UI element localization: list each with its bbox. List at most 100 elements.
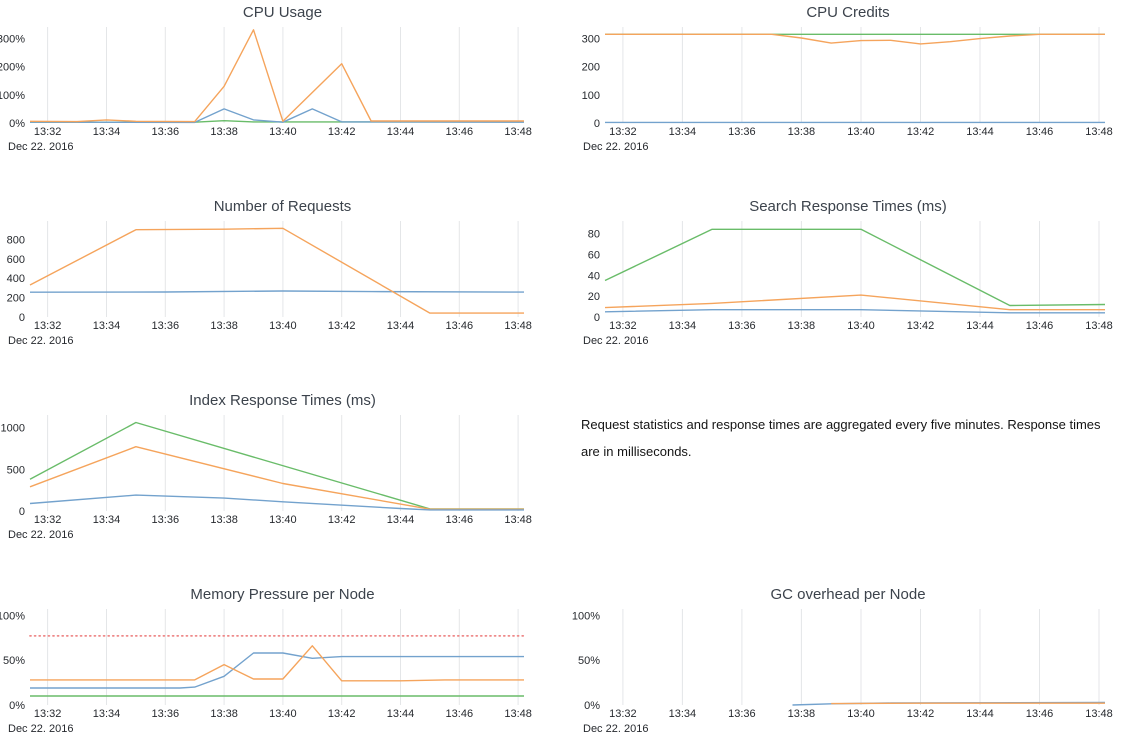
svg-text:13:48: 13:48 <box>504 320 532 332</box>
svg-text:13:38: 13:38 <box>788 126 816 138</box>
svg-text:13:32: 13:32 <box>34 320 62 332</box>
svg-text:13:34: 13:34 <box>93 320 121 332</box>
svg-text:13:36: 13:36 <box>152 514 180 526</box>
svg-text:13:40: 13:40 <box>847 708 875 720</box>
svg-text:13:40: 13:40 <box>269 708 297 720</box>
chart-search-response-times: Search Response Times (ms) 13:32 13:34 13:… <box>565 195 1131 353</box>
cpu-credits-plot: 13:32 13:34 13:36 13:38 13:40 13:42 13:44 13:46… <box>582 27 1113 153</box>
memory-pressure-plot: 13:32 13:34 13:36 13:38 13:40 13:42 13:44 13:46… <box>0 609 532 735</box>
svg-text:13:46: 13:46 <box>1026 126 1054 138</box>
svg-text:500: 500 <box>7 464 25 476</box>
svg-text:13:48: 13:48 <box>1085 126 1113 138</box>
chart-gc-overhead: GC overhead per Node 13:32 13:34 13:36 13:3… <box>565 583 1131 741</box>
gc-overhead-title: GC overhead per Node <box>770 586 926 603</box>
svg-text:13:36: 13:36 <box>728 320 756 332</box>
svg-text:60: 60 <box>588 249 600 261</box>
svg-text:300: 300 <box>582 33 600 45</box>
svg-text:Dec 22. 2016: Dec 22. 2016 <box>583 335 648 347</box>
svg-text:13:48: 13:48 <box>504 126 532 138</box>
svg-text:0: 0 <box>19 312 25 324</box>
svg-text:13:40: 13:40 <box>847 320 875 332</box>
svg-text:300%: 300% <box>0 33 25 45</box>
svg-text:13:42: 13:42 <box>907 320 935 332</box>
svg-text:13:40: 13:40 <box>269 514 297 526</box>
svg-text:13:44: 13:44 <box>966 708 994 720</box>
svg-text:13:48: 13:48 <box>504 708 532 720</box>
svg-text:13:34: 13:34 <box>93 514 121 526</box>
svg-text:13:46: 13:46 <box>1026 320 1054 332</box>
svg-text:13:44: 13:44 <box>966 320 994 332</box>
svg-text:13:36: 13:36 <box>728 126 756 138</box>
svg-text:13:38: 13:38 <box>788 708 816 720</box>
svg-text:13:42: 13:42 <box>907 708 935 720</box>
svg-text:13:32: 13:32 <box>34 708 62 720</box>
svg-text:Dec 22. 2016: Dec 22. 2016 <box>8 141 73 153</box>
svg-text:100: 100 <box>582 90 600 102</box>
svg-text:13:32: 13:32 <box>609 126 637 138</box>
search-response-times-title: Search Response Times (ms) <box>749 198 947 215</box>
svg-text:13:36: 13:36 <box>152 708 180 720</box>
svg-text:13:46: 13:46 <box>446 320 474 332</box>
svg-text:80: 80 <box>588 229 600 241</box>
svg-text:100%: 100% <box>0 610 25 622</box>
svg-text:13:38: 13:38 <box>210 708 238 720</box>
svg-text:13:32: 13:32 <box>34 126 62 138</box>
svg-text:0: 0 <box>594 118 600 130</box>
svg-text:13:44: 13:44 <box>387 708 415 720</box>
svg-text:13:46: 13:46 <box>446 708 474 720</box>
svg-text:13:40: 13:40 <box>847 126 875 138</box>
svg-text:13:40: 13:40 <box>269 320 297 332</box>
svg-text:13:34: 13:34 <box>669 126 697 138</box>
svg-text:13:48: 13:48 <box>1085 708 1113 720</box>
svg-text:20: 20 <box>588 291 600 303</box>
svg-text:Dec 22. 2016: Dec 22. 2016 <box>583 141 648 153</box>
cpu-credits-title: CPU Credits <box>806 4 890 21</box>
memory-pressure-title: Memory Pressure per Node <box>190 586 375 603</box>
svg-text:0: 0 <box>19 506 25 518</box>
svg-text:13:38: 13:38 <box>210 514 238 526</box>
svg-text:13:34: 13:34 <box>93 126 121 138</box>
svg-text:13:36: 13:36 <box>152 126 180 138</box>
svg-text:13:40: 13:40 <box>269 126 297 138</box>
cpu-usage-title: CPU Usage <box>242 4 323 21</box>
index-response-times-title: Index Response Times (ms) <box>189 392 376 409</box>
svg-text:13:42: 13:42 <box>907 126 935 138</box>
svg-text:Dec 22. 2016: Dec 22. 2016 <box>8 335 73 347</box>
gc-overhead-plot: 13:32 13:34 13:36 13:38 13:40 13:42 13:44 13:46… <box>572 609 1113 735</box>
svg-text:13:48: 13:48 <box>1085 320 1113 332</box>
svg-text:13:44: 13:44 <box>387 320 415 332</box>
svg-text:100%: 100% <box>572 610 600 622</box>
svg-text:0%: 0% <box>9 700 25 712</box>
svg-text:600: 600 <box>7 254 25 266</box>
svg-text:13:42: 13:42 <box>328 514 356 526</box>
svg-text:13:44: 13:44 <box>966 126 994 138</box>
index-response-times-plot: 13:32 13:34 13:36 13:38 13:40 13:42 13:44 13:46… <box>1 415 532 541</box>
svg-text:100%: 100% <box>0 90 25 102</box>
svg-text:Dec 22. 2016: Dec 22. 2016 <box>8 529 73 541</box>
svg-text:13:48: 13:48 <box>504 514 532 526</box>
svg-text:13:32: 13:32 <box>609 708 637 720</box>
svg-text:13:34: 13:34 <box>669 320 697 332</box>
svg-text:200: 200 <box>582 62 600 74</box>
cpu-usage-plot: 13:32 13:34 13:36 13:38 13:40 13:42 13:44 13:46… <box>0 27 532 153</box>
svg-text:50%: 50% <box>578 655 600 667</box>
svg-text:13:42: 13:42 <box>328 708 356 720</box>
svg-text:200%: 200% <box>0 62 25 74</box>
svg-text:13:38: 13:38 <box>788 320 816 332</box>
svg-text:13:44: 13:44 <box>387 514 415 526</box>
chart-number-of-requests: Number of Requests 13:32 13:34 13:36 13:38 1… <box>0 195 565 353</box>
svg-text:13:36: 13:36 <box>152 320 180 332</box>
svg-text:13:44: 13:44 <box>387 126 415 138</box>
svg-text:13:42: 13:42 <box>328 320 356 332</box>
svg-text:Dec 22. 2016: Dec 22. 2016 <box>8 723 73 735</box>
svg-text:13:36: 13:36 <box>728 708 756 720</box>
svg-text:1000: 1000 <box>1 423 25 435</box>
svg-text:200: 200 <box>7 293 25 305</box>
note-text: Request statistics and response times ar… <box>581 417 1101 459</box>
svg-text:0: 0 <box>594 312 600 324</box>
svg-text:13:46: 13:46 <box>446 126 474 138</box>
svg-text:Dec 22. 2016: Dec 22. 2016 <box>583 723 648 735</box>
svg-text:50%: 50% <box>3 655 25 667</box>
svg-text:13:42: 13:42 <box>328 126 356 138</box>
